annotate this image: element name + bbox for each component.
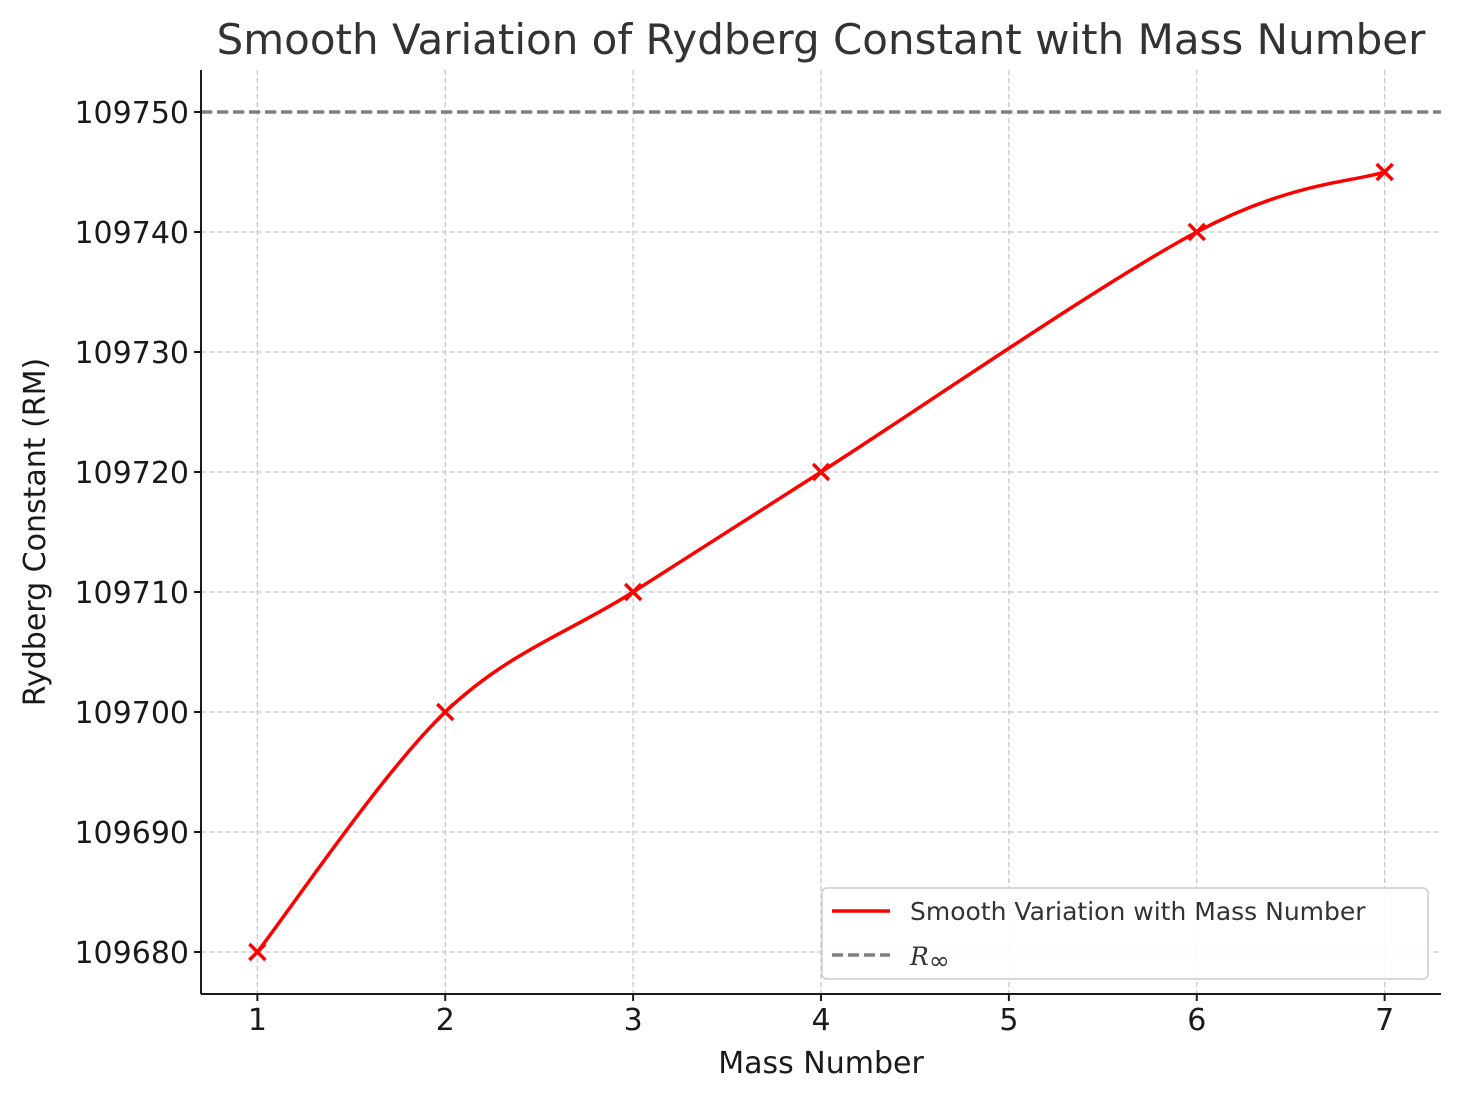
ticks-layer: 1 2 3 4 5 6 7 109680 109690 109700 109710 109720 109… <box>74 96 1394 1038</box>
y-tick-label: 109740 <box>74 216 189 251</box>
y-tick-label: 109750 <box>74 96 189 131</box>
x-tick-label: 2 <box>436 1003 455 1038</box>
data-point-marker <box>436 702 455 722</box>
marker-stroke <box>811 462 831 482</box>
data-point-marker <box>1375 162 1394 182</box>
marker-stroke <box>436 702 455 722</box>
y-tick-label: 109690 <box>74 816 189 851</box>
x-tick-label: 7 <box>1375 1003 1394 1038</box>
legend-label-reference: R∞ <box>909 942 950 975</box>
y-tick-label: 109700 <box>74 696 189 731</box>
marker-stroke <box>1187 222 1206 242</box>
legend-label-series: Smooth Variation with Mass Number <box>910 897 1366 926</box>
marker-stroke <box>623 582 643 602</box>
legend: Smooth Variation with Mass Number R∞ <box>821 887 1429 980</box>
y-axis-label: Rydberg Constant (RM) <box>18 358 53 706</box>
y-tick-label: 109730 <box>74 336 189 371</box>
legend-reference-subscript: ∞ <box>929 946 950 975</box>
chart-title: Smooth Variation of Rydberg Constant wit… <box>217 15 1427 64</box>
data-point-marker <box>1187 222 1206 242</box>
grid-layer <box>201 70 1441 994</box>
x-tick-label: 4 <box>811 1003 830 1038</box>
data-point-marker <box>811 462 831 482</box>
marker-stroke <box>248 942 267 962</box>
y-tick-label: 109710 <box>74 576 189 611</box>
legend-reference-symbol: R <box>909 942 929 971</box>
x-tick-label: 6 <box>1187 1003 1206 1038</box>
x-tick-label: 3 <box>624 1003 643 1038</box>
x-tick-label: 1 <box>248 1003 267 1038</box>
y-tick-label: 109720 <box>74 456 189 491</box>
data-point-marker <box>248 942 267 962</box>
x-axis-label: Mass Number <box>718 1046 924 1081</box>
y-tick-label: 109680 <box>74 936 189 971</box>
marker-stroke <box>1375 162 1394 182</box>
legend-box <box>821 887 1429 980</box>
series-layer <box>248 162 1394 962</box>
x-tick-label: 5 <box>999 1003 1018 1038</box>
data-point-marker <box>623 582 643 602</box>
